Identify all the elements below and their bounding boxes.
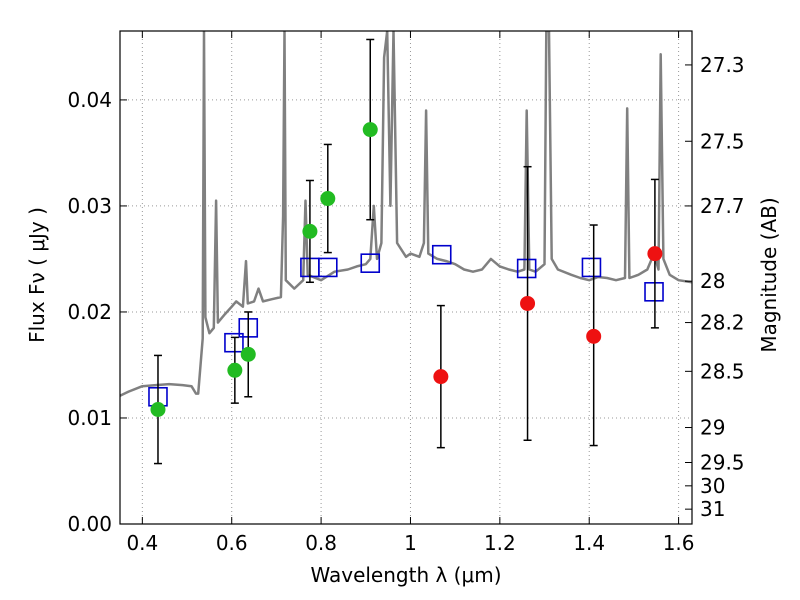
detected-point [302,223,318,239]
y2-tick-label: 28 [700,269,725,293]
y2-tick-label: 27.7 [700,194,745,218]
detected-point [150,401,166,417]
detected-point [320,191,336,207]
y-tick-label: 0.04 [67,88,112,112]
y2-tick-label: 31 [700,497,725,521]
upper-point [647,246,663,262]
upper-point [520,295,536,311]
axis-ticks: 0.4 0.6 0.8 1 1.2 1.4 1.6 0.00 0.01 0.02 0.03 0.04 2… [67,31,745,555]
y2-tick-label: 30 [700,474,725,498]
y2-tick-label: 28.2 [700,311,745,335]
model-square [431,244,452,265]
x-tick-label: 1.4 [573,531,605,555]
detected-point [240,346,256,362]
x-tick-label: 0.4 [126,531,158,555]
upper-point [586,328,602,344]
x-tick-label: 0.6 [216,531,248,555]
x-tick-label: 1.2 [484,531,516,555]
model-square [581,257,602,278]
x-axis-title: Wavelength λ (μm) [310,563,501,587]
model-square [360,253,381,273]
detected-point [227,362,243,378]
y-axis-title: Flux Fν ( μJy ) [25,207,49,343]
photometry-points [150,38,663,465]
y2-tick-label: 27.5 [700,129,745,153]
y-tick-label: 0.02 [67,300,112,324]
upper-point [433,369,449,385]
y-tick-label: 0.00 [67,512,112,536]
model-square [224,332,244,353]
y2-tick-label: 29.5 [700,451,745,475]
model-square [516,258,537,279]
y2-tick-label: 27.3 [700,53,745,77]
y2-axis-title: Magnitude (AB) [757,197,781,352]
x-tick-label: 1 [404,531,417,555]
y2-tick-label: 29 [700,416,725,440]
y2-tick-label: 28.5 [700,359,745,383]
y-tick-label: 0.01 [67,406,112,430]
model-square [644,282,664,302]
spectrum-line [120,31,692,397]
detected-point [362,122,378,138]
y-tick-label: 0.03 [67,194,112,218]
x-tick-label: 0.8 [305,531,337,555]
model-squares-series [148,244,664,407]
model-square [317,257,338,278]
x-tick-label: 1.6 [663,531,695,555]
plot-frame [119,30,693,525]
spectrum-series [120,31,692,397]
